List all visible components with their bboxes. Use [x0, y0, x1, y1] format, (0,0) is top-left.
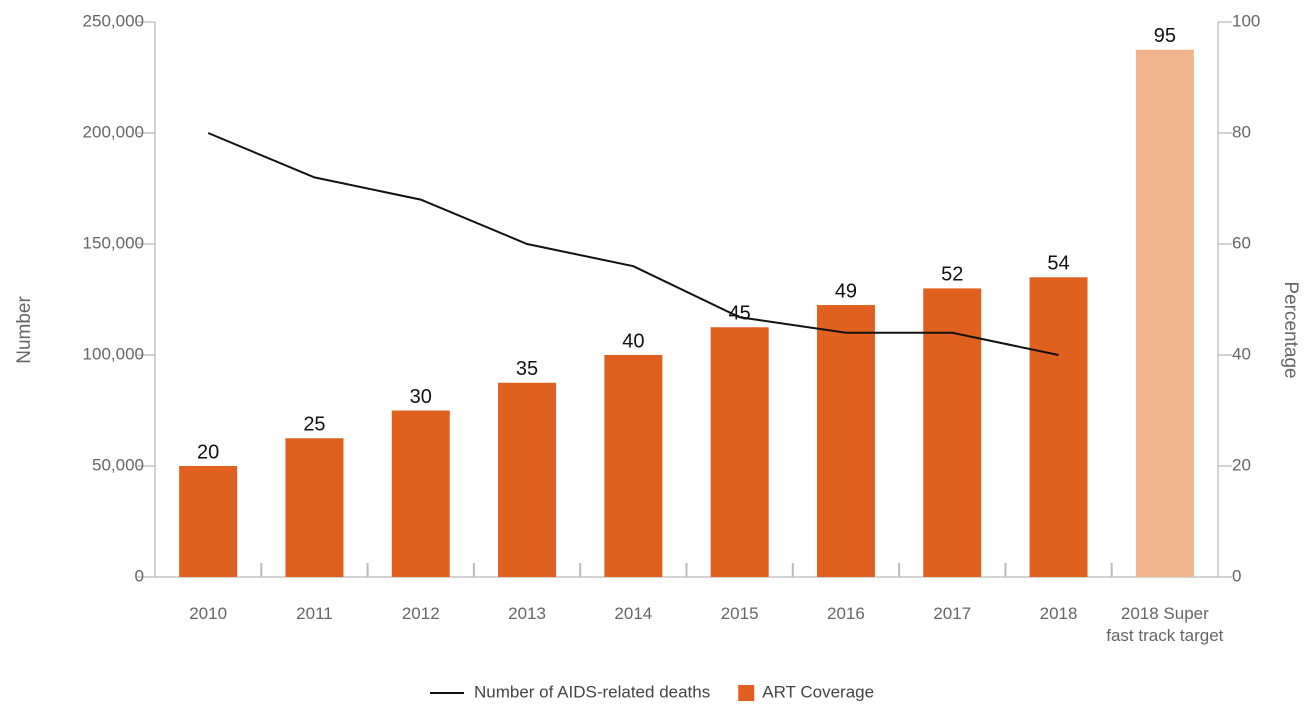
legend-label: Number of AIDS-related deaths [474, 682, 710, 701]
y-tick-label: 200,000 [83, 122, 144, 141]
bar [1135, 49, 1194, 577]
data-label: 35 [516, 358, 538, 380]
y-tick-label: 50,000 [92, 455, 144, 474]
x-tick-label: 2018 Super fast track target [1106, 604, 1224, 645]
bar [179, 466, 238, 577]
data-label: 52 [941, 264, 963, 286]
y-tick-label: 150,000 [83, 233, 144, 252]
legend-swatch [738, 685, 755, 701]
x-tick-label: 2014 [614, 604, 653, 623]
line [207, 132, 1059, 356]
x-tick-label: 2017 [933, 604, 972, 623]
bar [816, 305, 875, 577]
y2-tick-label: 20 [1232, 455, 1251, 474]
x-tick-label: 2015 [720, 604, 759, 623]
x-tick-label: 2012 [401, 604, 440, 623]
x-tick-label: 2016 [827, 604, 865, 623]
y2-axis-label: Percentage [1280, 281, 1301, 378]
data-label: 30 [410, 386, 432, 408]
y2-tick-label: 100 [1232, 11, 1260, 30]
x-tick-label: 2013 [508, 604, 546, 623]
bar [604, 355, 663, 577]
data-label: 40 [622, 330, 644, 352]
x-tick-label: 2011 [296, 604, 333, 623]
y2-tick-label: 60 [1232, 233, 1251, 252]
bar [1029, 277, 1088, 577]
y-tick-label: 0 [135, 566, 144, 585]
y2-tick-label: 40 [1232, 344, 1251, 363]
y-tick-label: 100,000 [83, 344, 144, 363]
data-label: 49 [835, 280, 857, 302]
x-tick-label: 2018 [1039, 604, 1078, 623]
bar [391, 410, 450, 577]
legend-label: ART Coverage [762, 682, 874, 701]
bar [710, 327, 769, 577]
data-label: 25 [303, 414, 325, 436]
y2-tick-label: 80 [1232, 122, 1251, 141]
x-tick-label: 2010 [189, 604, 228, 623]
y-axis-label: Number [14, 296, 35, 364]
bar [285, 438, 344, 577]
y2-tick-label: 0 [1232, 566, 1241, 585]
y-tick-label: 250,000 [83, 11, 144, 30]
data-label: 20 [197, 441, 219, 463]
bar [498, 382, 557, 577]
data-label: 95 [1154, 25, 1176, 47]
bar [923, 288, 982, 577]
data-label: 54 [1047, 253, 1069, 275]
